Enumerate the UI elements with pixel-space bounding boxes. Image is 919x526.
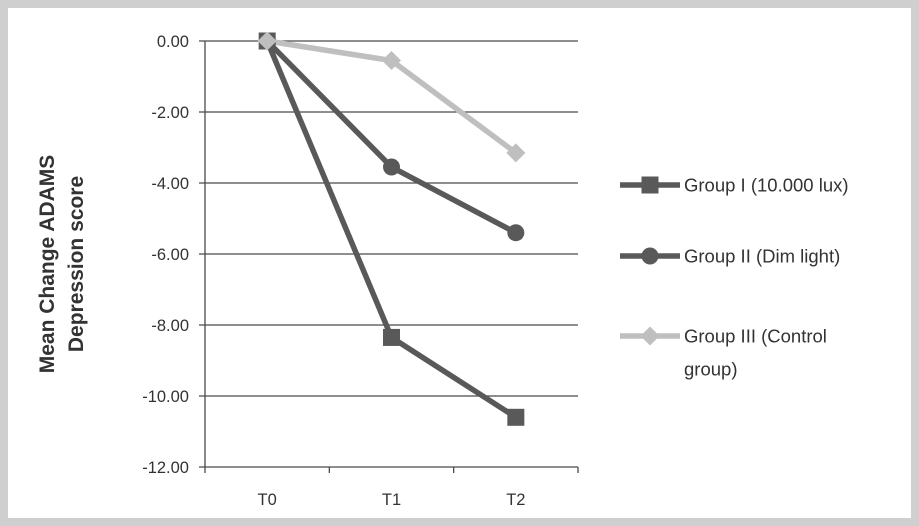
y-tick-label: -12.00 (142, 459, 189, 477)
data-point (257, 31, 277, 51)
legend-marker (641, 247, 659, 265)
legend-marker (641, 176, 659, 194)
series-line (264, 39, 518, 420)
data-point (382, 51, 401, 71)
axes (204, 41, 579, 473)
x-tick-labels: T0 T1 T2 (258, 491, 526, 509)
x-tick-label: T1 (382, 491, 401, 509)
legend-label: Group II (Dim light) (684, 246, 840, 267)
y-tick-labels: 0.00 -2.00 -4.00 -6.00 -8.00 -10.00 -12.00 (142, 33, 189, 477)
data-point (506, 143, 526, 163)
y-axis-title-line: Mean Change ADAMS (36, 155, 59, 374)
legend-item: Group II (Dim light) (620, 246, 840, 267)
y-axis-title: Mean Change ADAMS Depression score (36, 155, 88, 374)
x-tick-label: T2 (506, 491, 525, 509)
data-point (507, 224, 525, 242)
legend-marker (640, 326, 660, 346)
legend-label-line: Group I (10.000 lux) (684, 175, 849, 196)
legend-item: Group I (10.000 lux) (620, 175, 849, 196)
series-lines (257, 31, 526, 426)
series-markers-diamond (257, 31, 526, 163)
y-tick-label: -10.00 (142, 388, 189, 406)
y-axis-title-line: Depression score (65, 176, 88, 352)
data-point (383, 328, 400, 346)
series-markers-square (258, 32, 525, 426)
legend-label-line: Group II (Dim light) (684, 246, 840, 267)
legend-label-line: group) (684, 359, 737, 380)
series-square (264, 39, 518, 420)
data-point (383, 158, 400, 176)
y-tick-label: -2.00 (151, 104, 189, 122)
legend-label: Group III (Control group) (684, 326, 827, 380)
data-point (507, 408, 525, 426)
legend-label-line: Group III (Control (684, 326, 827, 347)
y-tick-label: -8.00 (151, 317, 189, 335)
x-tick-label: T0 (258, 491, 277, 509)
y-tick-label: 0.00 (157, 33, 189, 51)
y-tick-label: -4.00 (151, 175, 189, 193)
legend-label: Group I (10.000 lux) (684, 175, 849, 196)
legend: Group I (10.000 lux) Group II (Dim light)… (620, 175, 849, 380)
gridlines (199, 40, 578, 468)
y-tick-label: -6.00 (151, 246, 189, 264)
legend-item: Group III (Control group) (620, 326, 827, 380)
